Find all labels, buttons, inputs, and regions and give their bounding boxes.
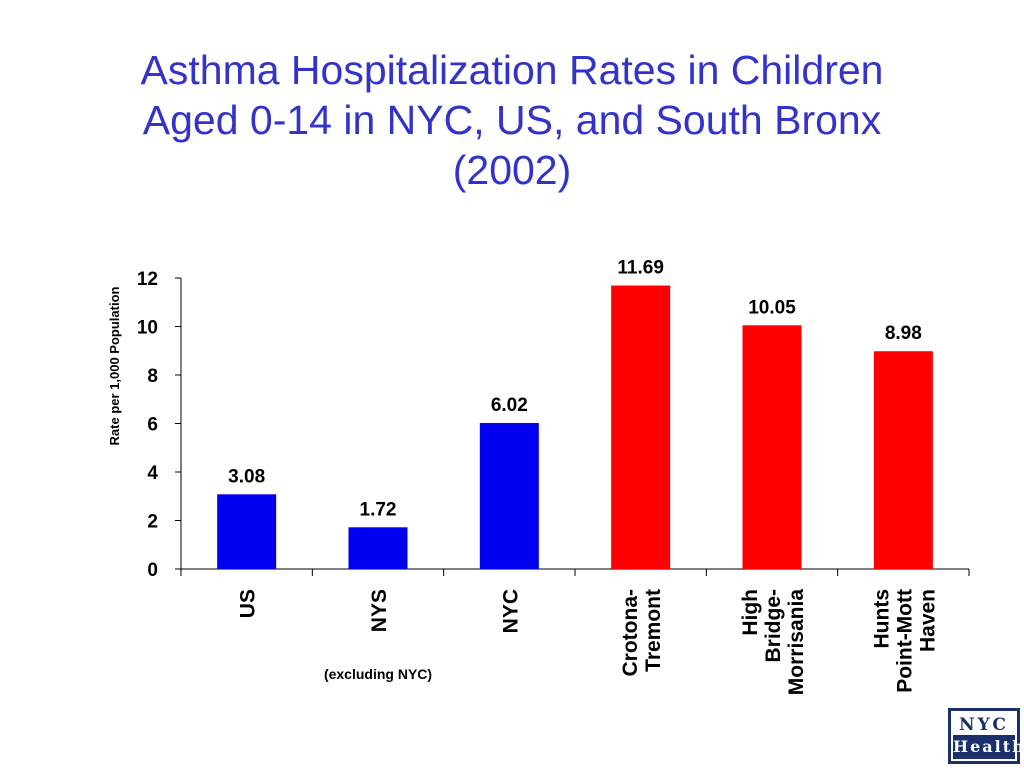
x-tick-label: Bridge- xyxy=(762,589,785,663)
x-tick-label: High xyxy=(739,589,762,636)
bar xyxy=(611,285,671,569)
y-tick-label: 6 xyxy=(147,415,158,436)
logo-bottom-text: Health xyxy=(953,735,1024,759)
bar xyxy=(873,351,933,569)
bar xyxy=(742,325,802,569)
x-tick-label: Haven xyxy=(916,589,939,652)
x-tick-label: NYS xyxy=(368,589,391,632)
title-line-1: Asthma Hospitalization Rates in Children xyxy=(140,47,884,93)
y-tick-label: 4 xyxy=(147,463,158,484)
y-tick-label: 8 xyxy=(147,366,158,387)
y-tick-label: 2 xyxy=(147,512,158,533)
data-label: 10.05 xyxy=(748,297,796,318)
x-tick-label: Point-Mott xyxy=(893,589,916,693)
logo-top-text: NYC xyxy=(959,715,1009,735)
title-line-3: (2002) xyxy=(452,147,572,193)
bar xyxy=(348,527,408,569)
y-tick-label: 0 xyxy=(147,560,158,581)
y-tick-label: 10 xyxy=(137,318,158,339)
data-label: 6.02 xyxy=(491,395,528,416)
x-tick-label: Morrisania xyxy=(785,589,808,696)
data-label: 8.98 xyxy=(885,323,922,344)
x-tick-label: Tremont xyxy=(642,589,665,672)
data-label: 3.08 xyxy=(228,466,265,487)
x-tick-label: Hunts xyxy=(870,589,893,649)
y-axis-title: Rate per 1,000 Population xyxy=(107,286,122,445)
slide-title: Asthma Hospitalization Rates in Children… xyxy=(60,45,964,195)
data-label: 1.72 xyxy=(360,499,397,520)
y-tick-label: 12 xyxy=(137,269,158,290)
x-tick-label: NYC xyxy=(499,589,522,633)
x-tick-label: US xyxy=(237,589,260,618)
nyc-health-logo: NYC Health xyxy=(948,708,1024,764)
data-label: 11.69 xyxy=(617,258,664,279)
title-line-2: Aged 0-14 in NYC, US, and South Bronx xyxy=(142,97,882,143)
bar xyxy=(479,423,539,569)
x-tick-label: Crotona- xyxy=(619,589,642,677)
bar xyxy=(217,494,277,569)
annotation-excluding-nyc: (excluding NYC) xyxy=(324,666,432,682)
